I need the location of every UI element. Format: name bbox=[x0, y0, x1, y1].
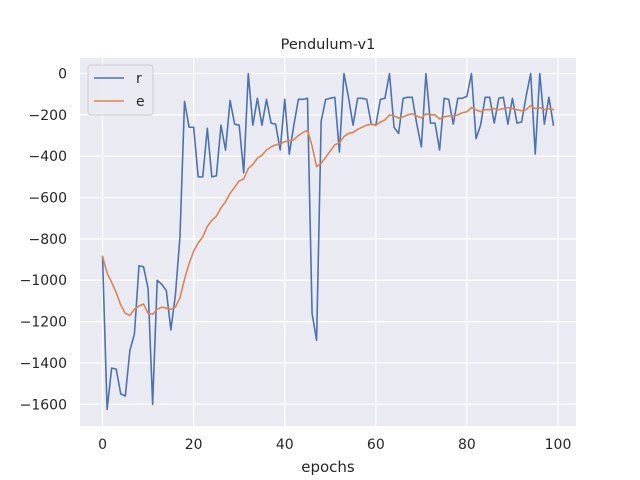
legend: r e bbox=[87, 64, 154, 116]
x-tick-label: 20 bbox=[185, 437, 203, 453]
y-tick-label: −400 bbox=[29, 149, 67, 165]
y-tick-label: −1400 bbox=[20, 356, 67, 372]
chart-title: Pendulum-v1 bbox=[281, 37, 376, 53]
x-tick-label: 60 bbox=[367, 437, 385, 453]
y-tick-label: −800 bbox=[29, 232, 67, 248]
x-tick-label: 100 bbox=[545, 437, 572, 453]
y-tick-labels: 0 −200 −400 −600 −800 −1000 −1200 −1400 −1600 bbox=[20, 67, 67, 414]
series-line-e bbox=[101, 104, 555, 317]
series-layer bbox=[101, 72, 555, 411]
y-tick-label: −1000 bbox=[20, 273, 67, 289]
x-tick-labels: 0 20 40 60 80 100 bbox=[98, 437, 571, 453]
series-line-r bbox=[101, 72, 555, 411]
x-axis-title: epochs bbox=[301, 458, 355, 476]
x-tick-label: 0 bbox=[98, 437, 107, 453]
grid bbox=[80, 58, 576, 426]
legend-label-r: r bbox=[136, 71, 142, 87]
x-tick-label: 80 bbox=[458, 437, 476, 453]
x-tick-label: 40 bbox=[276, 437, 294, 453]
y-tick-label: −600 bbox=[29, 191, 67, 207]
y-tick-label: −1200 bbox=[20, 315, 67, 331]
y-tick-label: −1600 bbox=[20, 397, 67, 413]
y-tick-label: 0 bbox=[58, 67, 67, 83]
y-tick-label: −200 bbox=[29, 108, 67, 124]
legend-label-e: e bbox=[136, 94, 145, 110]
